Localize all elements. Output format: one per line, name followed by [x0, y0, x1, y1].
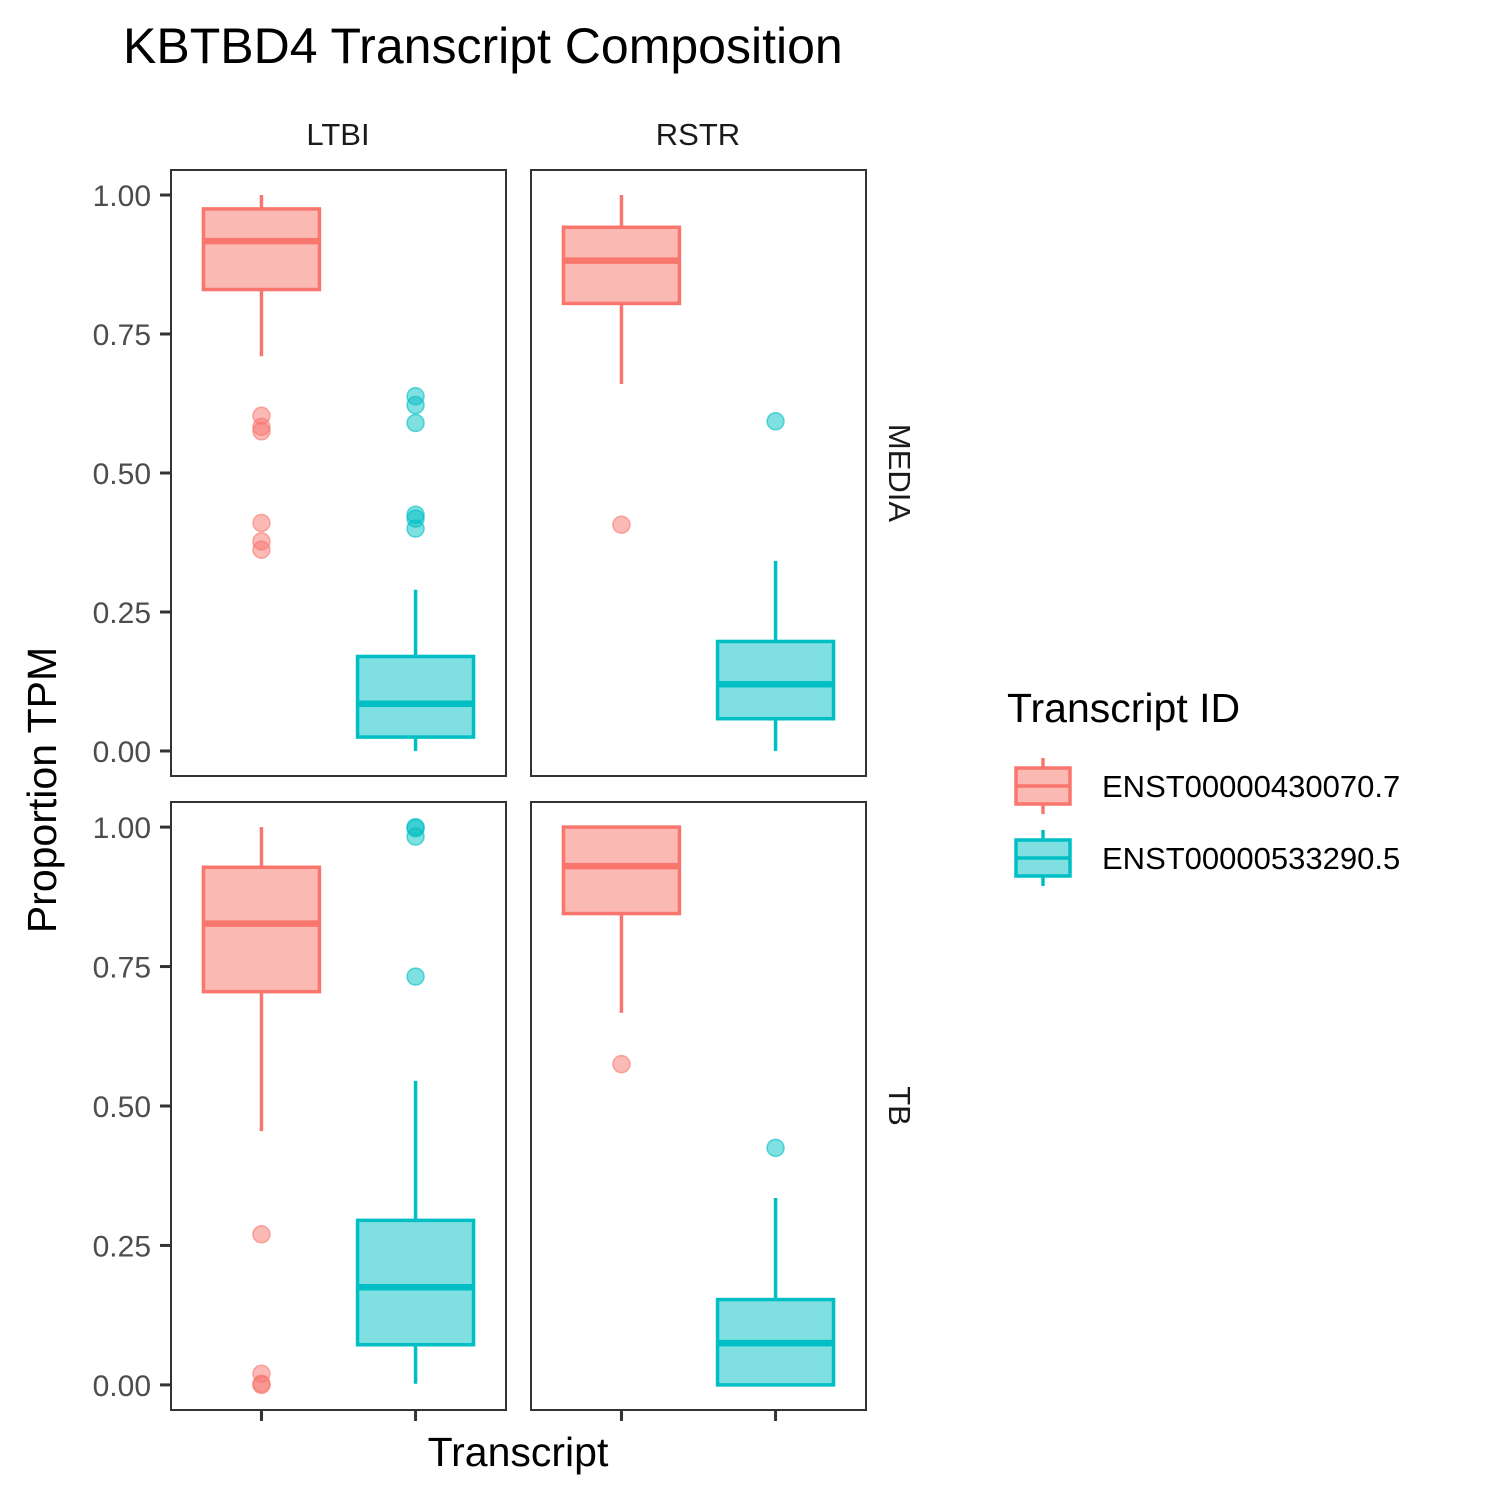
outlier-point-enst00000533290	[766, 412, 785, 431]
y-tick-label: 0.75	[93, 952, 151, 985]
panel-rstr-media	[530, 169, 867, 777]
outlier-point-enst00000430070	[612, 1054, 631, 1074]
panel-ltbi-tb	[170, 801, 507, 1411]
outlier-point-enst00000533290	[406, 395, 425, 415]
x-axes	[259, 1410, 778, 1421]
legend-item: ENST00000430070.7	[1014, 758, 1400, 814]
legend-label: ENST00000430070.7	[1102, 769, 1400, 804]
outlier-point-enst00000533290	[766, 1138, 785, 1158]
outlier-point-enst00000430070	[252, 1225, 271, 1244]
outlier-point-enst00000430070	[252, 1375, 271, 1395]
outlier-point-enst00000430070	[612, 515, 631, 534]
panel-ltbi-media	[170, 169, 507, 777]
outlier-point-enst00000430070	[252, 422, 271, 441]
outlier-point-enst00000533290	[406, 827, 425, 846]
panel-rstr-tb	[530, 801, 867, 1411]
facet-strip-media: MEDIA	[882, 424, 917, 523]
box-enst00000430070	[201, 865, 322, 994]
y-tick-label: 0.00	[93, 736, 151, 769]
y-axis-title: Proportion TPM	[19, 647, 65, 933]
legend-item: ENST00000533290.5	[1014, 830, 1400, 886]
outlier-point-enst00000430070	[252, 513, 271, 533]
box-enst00000533290	[355, 1218, 476, 1347]
legend-label: ENST00000533290.5	[1102, 841, 1400, 876]
panel-border	[530, 169, 867, 777]
y-tick-label: 0.00	[93, 1370, 151, 1403]
facet-strip-ltbi: LTBI	[306, 117, 369, 152]
outlier-point-enst00000533290	[406, 967, 425, 986]
box-enst00000533290	[355, 654, 476, 739]
box-enst00000533290	[715, 639, 836, 721]
outlier-point-enst00000533290	[406, 413, 425, 433]
outlier-point-enst00000430070	[252, 540, 271, 559]
y-tick-label: 1.00	[93, 180, 151, 213]
y-tick-label: 0.25	[93, 597, 151, 630]
chart-title: KBTBD4 Transcript Composition	[123, 18, 843, 74]
box-enst00000430070	[561, 225, 682, 306]
y-axes: 0.00 0.25 0.50 0.75 1.00 0.00 0.25 0.50 0.75 1.00	[93, 180, 171, 1403]
x-axis-title: Transcript	[428, 1429, 609, 1475]
y-tick-label: 0.75	[93, 319, 151, 352]
plot-panels	[170, 169, 867, 1411]
panel-border	[530, 801, 867, 1411]
y-tick-label: 0.25	[93, 1230, 151, 1263]
legend: ENST00000430070.7 ENST00000533290.5	[1014, 758, 1400, 886]
outlier-point-enst00000533290	[406, 519, 425, 538]
y-tick-label: 1.00	[93, 812, 151, 845]
facet-strip-tb: TB	[882, 1086, 917, 1126]
y-tick-label: 0.50	[93, 458, 151, 491]
box-enst00000430070	[561, 825, 682, 916]
legend-title: Transcript ID	[1007, 685, 1240, 731]
y-tick-label: 0.50	[93, 1091, 151, 1124]
facet-strip-rstr: RSTR	[656, 117, 740, 152]
box-enst00000430070	[201, 207, 322, 292]
